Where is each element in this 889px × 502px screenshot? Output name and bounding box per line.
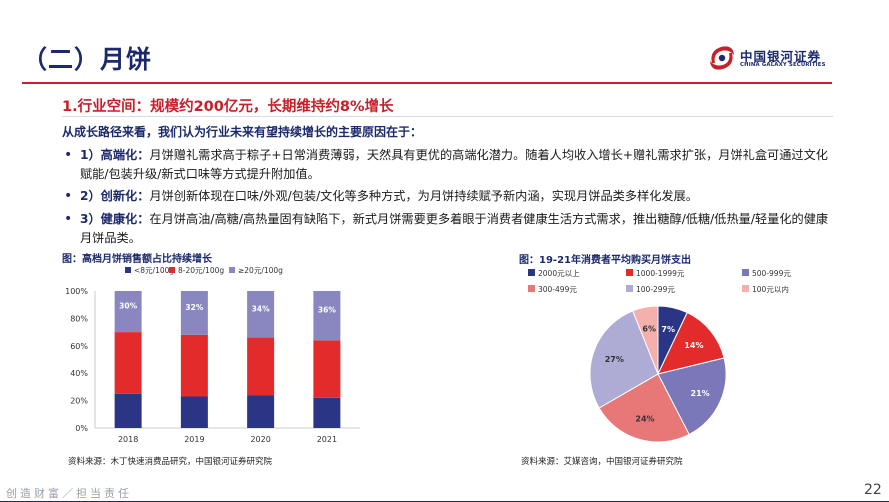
bar-segment: [180, 291, 208, 335]
bar-segment: [114, 393, 142, 428]
bar-segment: [114, 332, 142, 394]
y-tick-label: 0%: [75, 424, 88, 433]
legend-swatch: [125, 267, 131, 273]
bullet-lead: 3）健康化：: [80, 212, 150, 226]
bullet-item-innovation: • 2）创新化：月饼创新体现在口味/外观/包装/文化等多种方式，为月饼持续赋予新…: [62, 187, 834, 206]
pie-slice: [589, 310, 659, 409]
pie-data-label: 6%: [642, 325, 656, 334]
bar-segment: [247, 395, 275, 428]
x-tick-label: 2019: [184, 435, 204, 444]
bullet-text: 月饼赠礼需求高于粽子+日常消费薄弱，天然具有更优的高端化潜力。随着人均收入增长+…: [80, 148, 828, 181]
bar-segment: [180, 334, 208, 397]
bar-segment: [247, 291, 275, 338]
y-tick-label: 80%: [70, 314, 88, 323]
pie-slice: [632, 305, 659, 375]
pie-data-label: 21%: [691, 389, 710, 398]
bar-segment: [114, 291, 142, 333]
pie-slice: [657, 311, 725, 375]
legend-label: 1000-1999元: [636, 269, 685, 278]
legend-label: 100-299元: [636, 285, 675, 294]
pie-data-label: 27%: [605, 355, 624, 364]
legend-label: 100元以内: [752, 284, 789, 294]
legend-label: ≥20元/100g: [238, 266, 283, 275]
pie-data-label: 7%: [661, 325, 675, 334]
bullet-dot-icon: •: [64, 211, 73, 227]
y-tick-label: 100%: [65, 287, 88, 296]
bar-segment: [313, 340, 341, 398]
legend-swatch: [742, 285, 749, 292]
pie-data-label: 24%: [635, 414, 654, 423]
bar-data-label: 36%: [318, 306, 336, 315]
x-tick-label: 2018: [118, 435, 138, 444]
bar-segment: [247, 337, 275, 396]
y-tick-label: 40%: [70, 369, 88, 378]
bullet-lead: 1）高端化：: [80, 148, 150, 162]
legend-swatch: [229, 267, 235, 273]
bar-segment: [180, 396, 208, 428]
legend-swatch: [626, 285, 633, 292]
logo-text-cn: 中国银河证券: [740, 49, 822, 64]
legend-swatch: [528, 285, 535, 292]
header-divider: [22, 82, 832, 84]
bar-data-label: 30%: [119, 302, 137, 311]
legend-swatch: [169, 267, 175, 273]
galaxy-logo-icon: [710, 46, 734, 70]
section-heading: 1.行业空间：规模约200亿元，长期维持约8%增长: [62, 99, 394, 115]
pie-chart: 2000元以上 1000-1999元 500-999元 300-499元 100-299…: [528, 269, 791, 443]
pie-slice: [598, 373, 690, 443]
x-tick-label: 2020: [250, 435, 270, 444]
bullet-lead: 2）创新化：: [80, 189, 150, 203]
company-logo: 中国银河证券 CHINA GALAXY SECURITIES: [707, 43, 837, 75]
intro-text: 从成长路径来看，我们认为行业未来有望持续增长的主要原因在于：: [62, 125, 423, 139]
y-tick-label: 60%: [70, 342, 88, 351]
legend-swatch: [528, 269, 535, 276]
bullet-dot-icon: •: [64, 147, 73, 163]
bar-data-label: 34%: [252, 304, 270, 313]
bar-segment: [313, 397, 341, 428]
legend-swatch: [742, 269, 749, 276]
page-title: （二）月饼: [22, 45, 153, 74]
pie-data-label: 14%: [684, 341, 703, 350]
pie-chart-caption: 图：19-21年消费者平均购买月饼支出: [519, 255, 691, 266]
bar-segment: [313, 291, 341, 341]
section-divider: [62, 116, 833, 117]
bullet-dot-icon: •: [64, 188, 73, 204]
legend-label: 8-20元/100g: [178, 266, 224, 275]
pie-chart-source: 资料来源：艾媒咨询，中国银河证券研究院: [521, 457, 683, 467]
x-tick-label: 2021: [317, 435, 337, 444]
y-tick-label: 20%: [70, 397, 88, 406]
legend-swatch: [626, 269, 633, 276]
bullet-item-high-end: • 1）高端化：月饼赠礼需求高于粽子+日常消费薄弱，天然具有更优的高端化潜力。随…: [62, 146, 834, 184]
bar-chart-caption: 图：高档月饼销售额占比持续增长: [62, 254, 212, 265]
bar-chart: <8元/100g 8-20元/100g ≥20元/100g 0% 20% 40% 60% 80…: [65, 266, 360, 444]
pie-slice: [657, 357, 727, 436]
page-number: 22: [864, 482, 882, 498]
bullet-text: 月饼创新体现在口味/外观/包装/文化等多种方式，为月饼持续赋予新内涵，实现月饼品…: [149, 189, 698, 203]
logo-text-en: CHINA GALAXY SECURITIES: [740, 62, 826, 68]
footer-slogan: 创造财富／担当责任: [6, 487, 132, 500]
bar-chart-source: 资料来源：木丁快速消费品研究，中国银河证券研究院: [68, 457, 273, 467]
legend-label: 500-999元: [752, 269, 791, 278]
bullet-text: 在月饼高油/高糖/高热量固有缺陷下，新式月饼需要更多着眼于消费者健康生活方式需求…: [80, 212, 829, 245]
legend-label: <8元/100g: [134, 266, 174, 275]
legend-label: 2000元以上: [538, 269, 580, 278]
legend-label: 300-499元: [538, 285, 577, 294]
bullet-item-health: • 3）健康化：在月饼高油/高糖/高热量固有缺陷下，新式月饼需要更多着眼于消费者…: [62, 210, 834, 248]
bar-data-label: 32%: [185, 303, 203, 312]
